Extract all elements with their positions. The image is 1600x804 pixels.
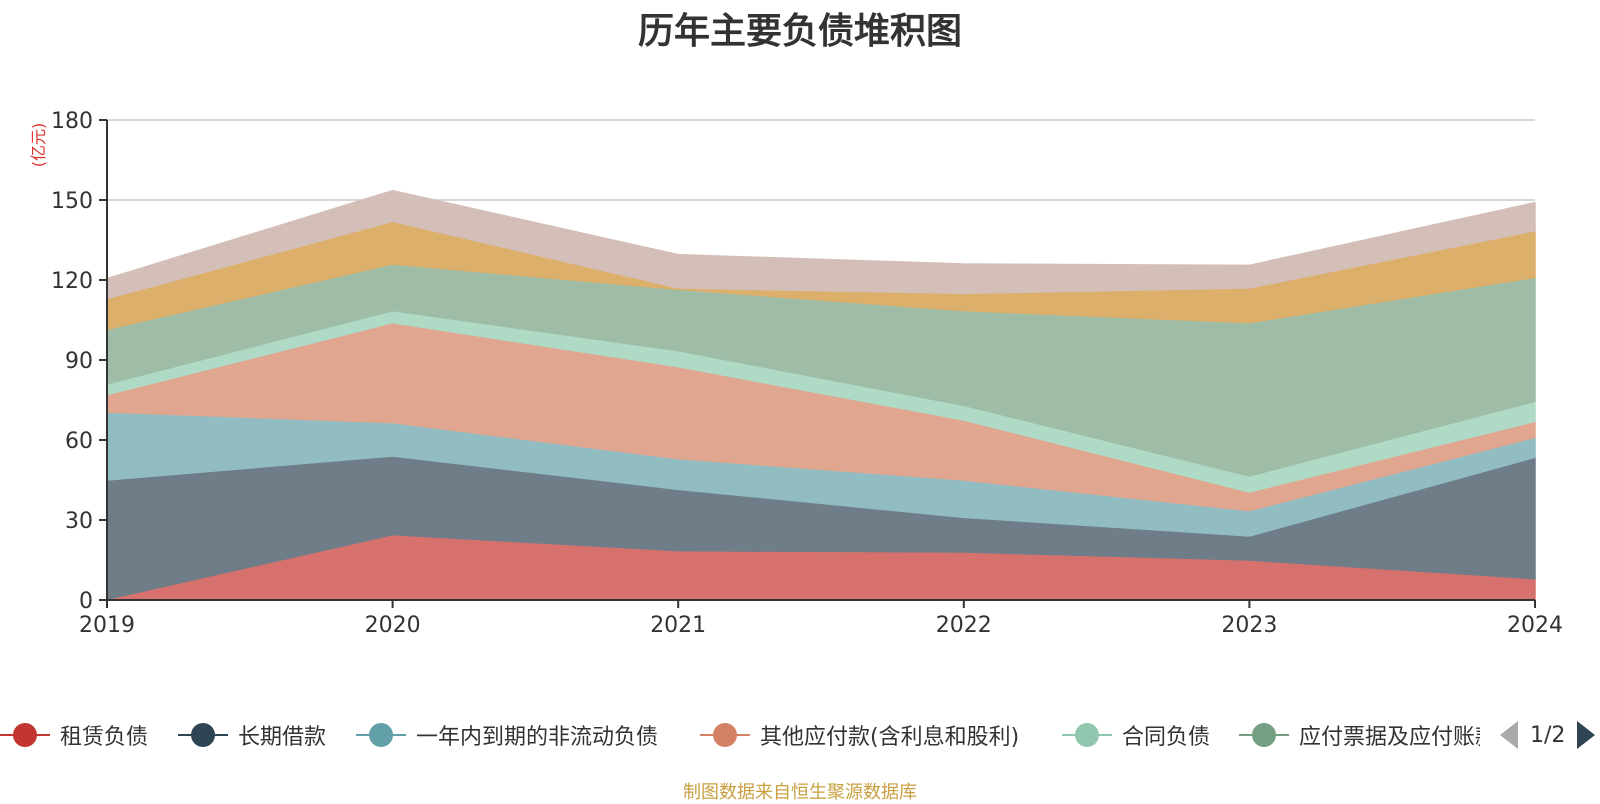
x-tick-label-3: 2022	[936, 613, 992, 638]
y-tick-label-5: 150	[51, 189, 93, 214]
x-tick-label-1: 2020	[365, 613, 421, 638]
legend-item-3[interactable]: 其他应付款(含利息和股利)	[700, 718, 1019, 752]
legend-item-5[interactable]: 应付票据及应付账款	[1239, 718, 1480, 752]
legend-page-indicator: 1/2	[1530, 722, 1566, 748]
legend-pager: 1/2	[1500, 718, 1596, 752]
y-tick-label-1: 30	[65, 509, 93, 534]
legend-marker-icon	[356, 720, 406, 750]
x-tick-label-5: 2024	[1507, 613, 1563, 638]
chart-title: 历年主要负债堆积图	[637, 11, 962, 52]
legend-marker-icon	[1062, 720, 1112, 750]
legend: 租赁负债 长期借款 一年内到期的非流动负债 其他应付款(含利息和股利) 合同负债 应付票据…	[0, 718, 1600, 752]
y-tick-label-4: 120	[51, 269, 93, 294]
legend-item-4[interactable]: 合同负债	[1062, 718, 1210, 752]
legend-label: 长期借款	[238, 725, 327, 750]
legend-label: 应付票据及应付账款	[1299, 725, 1480, 750]
x-tick-label-2: 2021	[650, 613, 706, 638]
stacked-areas[interactable]	[106, 189, 1536, 601]
legend-marker-icon	[178, 720, 228, 750]
legend-label: 合同负债	[1122, 725, 1211, 750]
y-unit-label: (亿元)	[29, 123, 48, 168]
x-tick-label-0: 2019	[79, 613, 135, 638]
source-note: 制图数据来自恒生聚源数据库	[683, 782, 917, 803]
legend-label: 租赁负债	[60, 725, 149, 750]
y-tick-label-6: 180	[51, 109, 93, 134]
legend-prev-icon[interactable]	[1500, 721, 1518, 749]
legend-items: 租赁负债 长期借款 一年内到期的非流动负债 其他应付款(含利息和股利) 合同负债 应付票据…	[0, 718, 1480, 752]
legend-marker-icon	[1239, 720, 1289, 750]
legend-item-0[interactable]: 租赁负债	[0, 718, 148, 752]
y-tick-label-2: 60	[65, 429, 93, 454]
y-tick-label-3: 90	[65, 349, 93, 374]
y-tick-label-0: 0	[79, 589, 93, 614]
legend-label: 一年内到期的非流动负债	[416, 725, 659, 750]
legend-label: 其他应付款(含利息和股利)	[760, 725, 1020, 750]
legend-marker-icon	[700, 720, 750, 750]
axes: 0 30 60 90 120 150 180 2019 2020 2021 2022 2023 2024	[51, 109, 1563, 638]
legend-item-1[interactable]: 长期借款	[178, 718, 326, 752]
area-series-7[interactable]	[106, 189, 1536, 300]
legend-item-2[interactable]: 一年内到期的非流动负债	[356, 718, 658, 752]
x-tick-label-4: 2023	[1221, 613, 1277, 638]
legend-marker-icon	[0, 720, 50, 750]
legend-next-icon[interactable]	[1577, 721, 1596, 749]
